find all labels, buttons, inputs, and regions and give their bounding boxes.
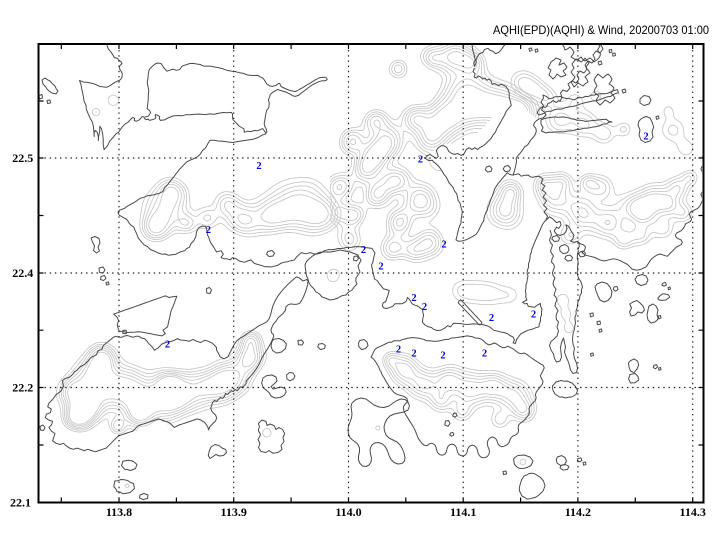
svg-text:2: 2 [489, 313, 494, 324]
svg-text:22.4: 22.4 [12, 266, 33, 280]
svg-text:2: 2 [206, 225, 211, 236]
svg-text:2: 2 [440, 350, 445, 361]
svg-text:2: 2 [361, 245, 366, 256]
svg-text:2: 2 [411, 293, 416, 304]
svg-text:114.1: 114.1 [450, 505, 476, 519]
svg-text:AQHI(EPD)(AQHI) & Wind, 202007: AQHI(EPD)(AQHI) & Wind, 20200703 01:00 [493, 23, 709, 37]
svg-text:113.8: 113.8 [106, 505, 132, 519]
svg-text:22.1: 22.1 [10, 496, 31, 510]
svg-text:2: 2 [378, 261, 383, 272]
svg-text:2: 2 [422, 302, 427, 313]
svg-text:114.3: 114.3 [680, 505, 706, 519]
svg-text:2: 2 [531, 309, 536, 320]
svg-text:2: 2 [418, 154, 423, 165]
svg-text:2: 2 [441, 240, 446, 251]
svg-text:2: 2 [482, 348, 487, 359]
svg-text:2: 2 [256, 161, 261, 172]
svg-text:2: 2 [643, 131, 648, 142]
svg-text:113.9: 113.9 [221, 505, 247, 519]
svg-text:114.2: 114.2 [565, 505, 591, 519]
svg-text:22.2: 22.2 [12, 381, 33, 395]
svg-text:2: 2 [411, 348, 416, 359]
svg-text:114.0: 114.0 [335, 505, 361, 519]
svg-text:22.5: 22.5 [12, 151, 33, 165]
svg-text:2: 2 [396, 344, 401, 355]
svg-text:2: 2 [165, 339, 170, 350]
